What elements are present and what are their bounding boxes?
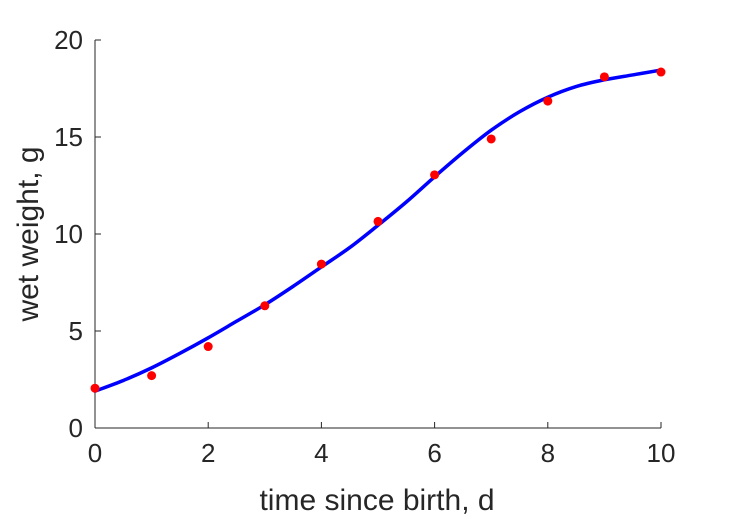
- data-point: [90, 383, 100, 393]
- x-tick-label: 10: [647, 438, 676, 468]
- data-point: [203, 342, 213, 352]
- data-point: [486, 134, 496, 144]
- axes: [94, 40, 661, 429]
- plot-area: [90, 67, 666, 393]
- y-tick-label: 10: [54, 219, 83, 249]
- y-tick-label: 0: [69, 413, 83, 443]
- fit-curve: [93, 68, 663, 393]
- y-axis-ticks: 0 5 10 15 20: [54, 25, 101, 443]
- data-point: [430, 170, 440, 180]
- x-tick-label: 4: [314, 438, 328, 468]
- x-tick-label: 6: [427, 438, 441, 468]
- y-tick-label: 5: [69, 316, 83, 346]
- data-point: [373, 216, 383, 226]
- y-axis-title: wet weight, g: [12, 146, 45, 322]
- x-tick-label: 2: [201, 438, 215, 468]
- data-point: [260, 301, 270, 311]
- x-axis-ticks: 0 2 4 6 8 10: [88, 422, 676, 468]
- data-point: [316, 259, 326, 269]
- x-tick-label: 0: [88, 438, 102, 468]
- x-tick-label: 8: [541, 438, 555, 468]
- y-tick-label: 20: [54, 25, 83, 55]
- y-tick-label: 15: [54, 122, 83, 152]
- data-point: [656, 67, 666, 77]
- data-point: [543, 96, 553, 106]
- x-axis-title: time since birth, d: [259, 484, 494, 517]
- data-point: [599, 72, 609, 82]
- data-point: [147, 371, 157, 381]
